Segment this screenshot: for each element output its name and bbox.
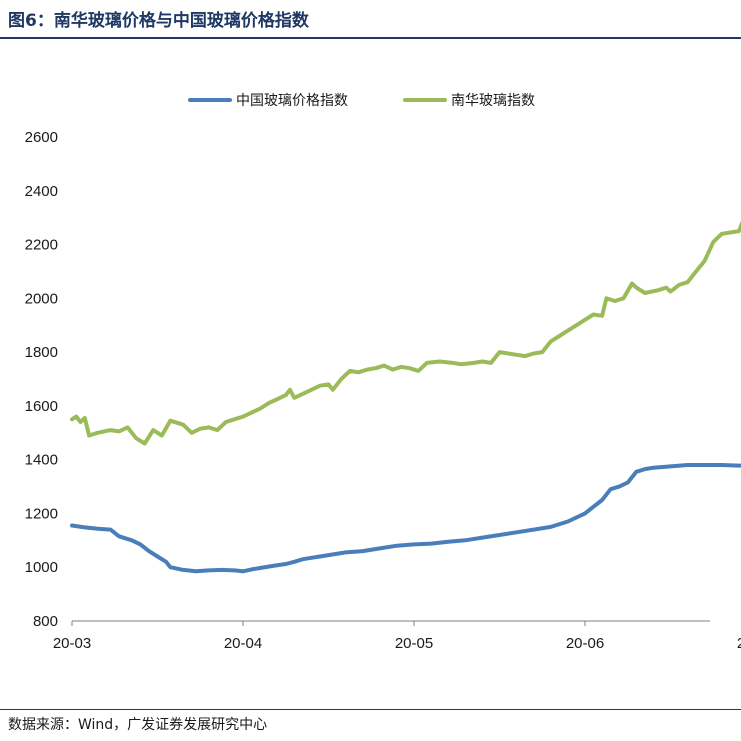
y-tick-label: 1400 xyxy=(25,452,58,469)
y-tick-label: 2000 xyxy=(25,290,58,307)
x-tick-label: 20-05 xyxy=(395,635,433,652)
y-tick-label: 2200 xyxy=(25,237,58,254)
chart-legend: 中国玻璃价格指数 南华玻璃指数 xyxy=(188,92,535,109)
series-line-0 xyxy=(70,463,741,574)
legend-label-series-0: 中国玻璃价格指数 xyxy=(236,92,348,109)
y-tick-label: 800 xyxy=(33,613,58,630)
series-line-1 xyxy=(70,220,741,446)
x-tick-label: 20-04 xyxy=(224,635,262,652)
y-tick-label: 1600 xyxy=(25,398,58,415)
line-chart: 中国玻璃价格指数 南华玻璃指数 800 1000 1200 1400 1600 1800 2… xyxy=(25,92,741,652)
x-tick-label: 20-06 xyxy=(566,635,604,652)
series-layer xyxy=(70,220,741,574)
y-tick-label: 2600 xyxy=(25,129,58,146)
y-tick-label: 2400 xyxy=(25,183,58,200)
source-divider xyxy=(0,709,741,710)
title-divider xyxy=(0,37,741,39)
y-tick-label: 1800 xyxy=(25,344,58,361)
y-tick-label: 1000 xyxy=(25,559,58,576)
figure-title: 图6：南华玻璃价格与中国玻璃价格指数 xyxy=(8,11,309,31)
y-tick-label: 1200 xyxy=(25,505,58,522)
data-source-note: 数据来源：Wind，广发证券发展研究中心 xyxy=(8,717,268,733)
x-tick-label: 20-07 xyxy=(737,635,741,652)
legend-label-series-1: 南华玻璃指数 xyxy=(451,92,535,109)
y-axis-tick-labels: 800 1000 1200 1400 1600 1800 2000 2200 2400 2600 xyxy=(25,129,58,630)
x-tick-label: 20-03 xyxy=(53,635,91,652)
